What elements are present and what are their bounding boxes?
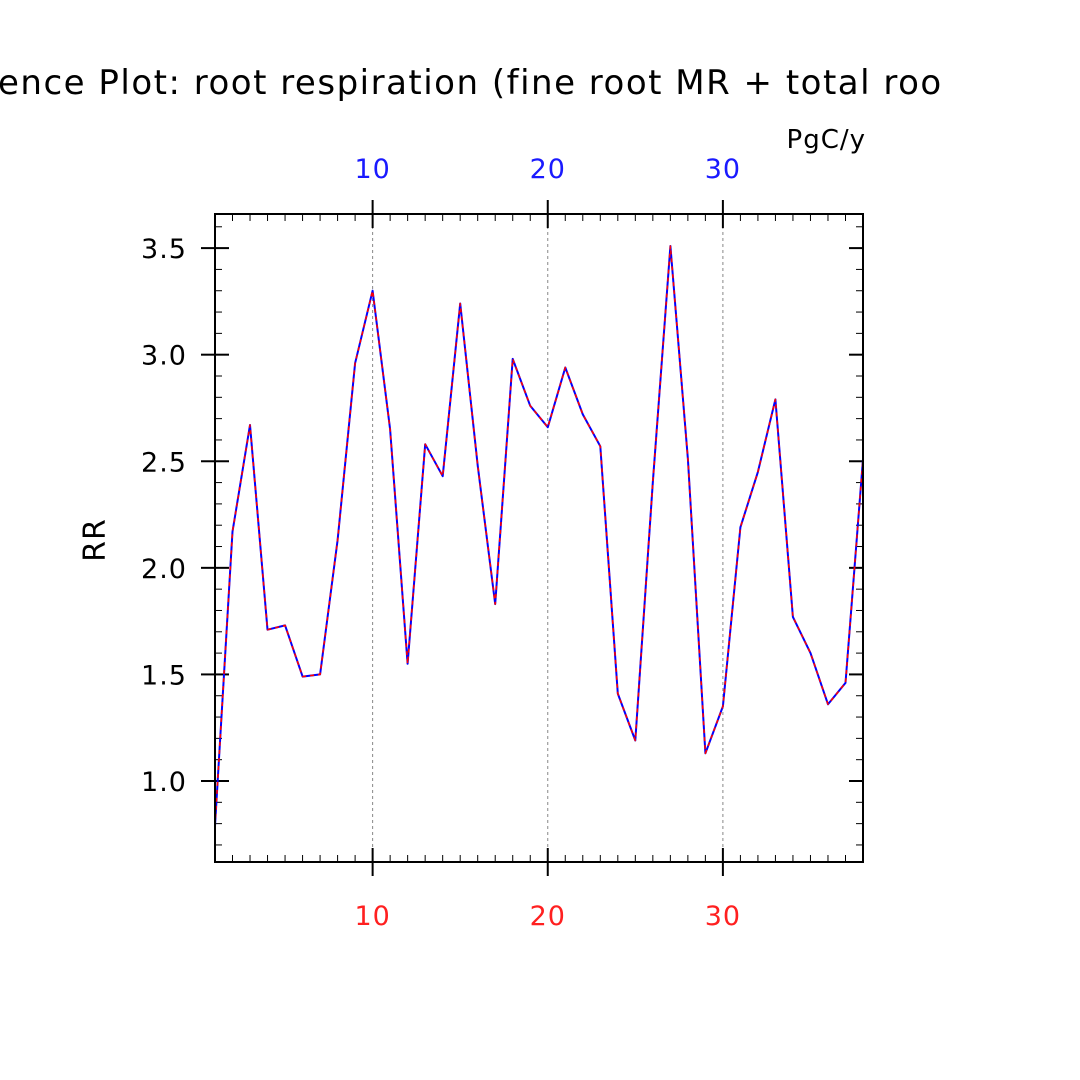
y-tick-label: 1.5 [141,660,187,691]
series-line-2 [214,245,864,826]
y-axis-label: RR [78,518,113,562]
x-tick-label-bottom: 10 [354,901,390,932]
x-tick-label-top: 20 [530,154,566,185]
x-tick-label-bottom: 20 [530,901,566,932]
y-tick-label: 1.0 [141,767,187,798]
plot-frame [214,213,864,863]
series-lines [214,245,864,826]
axis-ticks [201,200,864,876]
x-tick-label-bottom: 30 [705,901,741,932]
x-tick-label-top: 30 [705,154,741,185]
tick-labels: 1.0 1.5 2.0 2.5 3.0 3.5 10 10 20 20 30 30 [141,154,741,932]
y-tick-label: 2.5 [141,447,187,478]
units-label: PgC/y [787,125,866,155]
x-tick-label-top: 10 [354,154,390,185]
y-tick-label: 3.0 [141,341,187,372]
series-line-1 [214,245,864,826]
y-tick-label: 3.5 [141,234,187,265]
y-tick-label: 2.0 [141,554,187,585]
chart-title: ence Plot: root respiration (fine root M… [0,63,943,103]
grid-lines [372,214,724,862]
